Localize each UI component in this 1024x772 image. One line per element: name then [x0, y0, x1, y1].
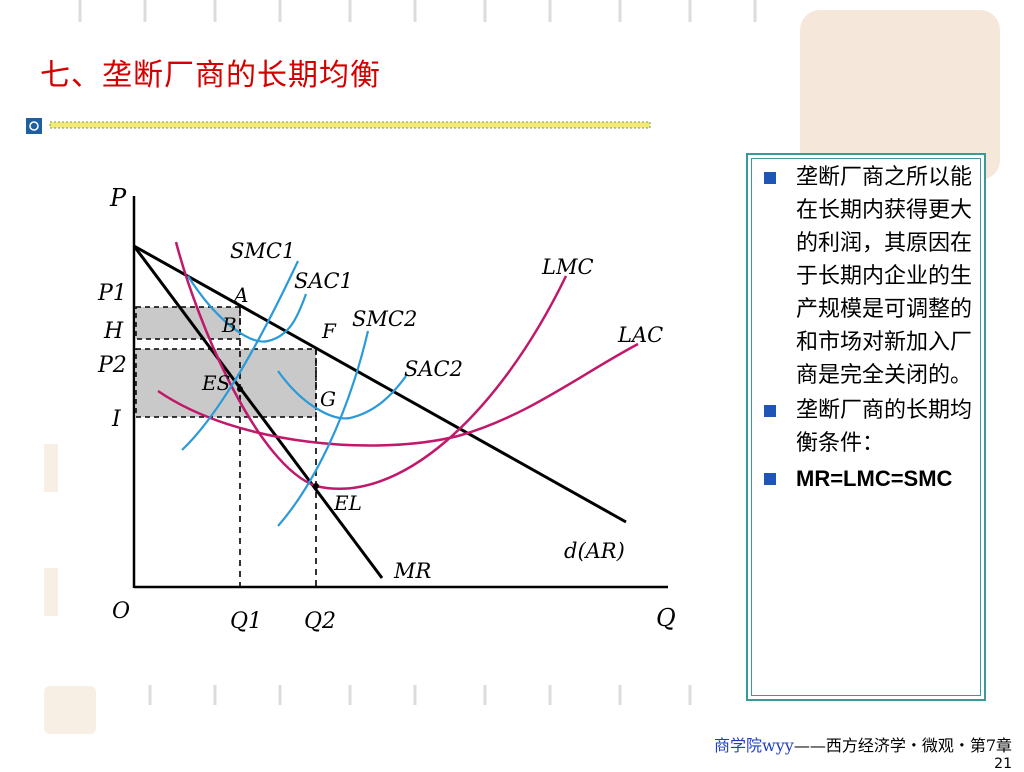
- footer-subject: ——西方经济学・微观・第7章: [793, 736, 1012, 755]
- equilibrium-diagram: P Q O P1 H P2 I Q1 Q2 SMC1 SAC1 SMC2 SAC…: [97, 184, 676, 634]
- point-el: [313, 483, 319, 489]
- profit-area-long-run: [135, 348, 317, 418]
- label-point-a: A: [232, 283, 248, 307]
- label-i: I: [111, 407, 122, 432]
- bullet-list: 垄断厂商之所以能在长期内获得更大的利润，其原因在于长期内企业的生产规模是可调整的…: [758, 161, 980, 497]
- label-point-es: ES: [201, 371, 230, 395]
- label-q1: Q1: [230, 609, 262, 634]
- label-mr: MR: [393, 559, 432, 583]
- title-divider: [26, 118, 651, 134]
- demand-curve: [133, 244, 627, 524]
- bullet-item: MR=LMC=SMC: [758, 462, 980, 495]
- label-sac1: SAC1: [294, 269, 353, 293]
- label-smc2: SMC2: [352, 307, 417, 331]
- origin-label: O: [112, 599, 130, 624]
- bullet-item: 垄断厂商的长期均衡条件：: [758, 394, 980, 460]
- label-p1: P1: [97, 281, 127, 306]
- label-lac: LAC: [617, 323, 663, 347]
- axis-label-q: Q: [656, 604, 676, 632]
- label-q2: Q2: [304, 609, 336, 634]
- footer-course: 商学院wyy: [714, 736, 794, 755]
- slide-title: 七、垄断厂商的长期均衡: [40, 58, 381, 93]
- label-point-b: B: [221, 313, 237, 337]
- axis-label-p: P: [109, 184, 127, 212]
- point-es: [237, 386, 243, 392]
- page-number: 21: [994, 756, 1012, 772]
- mr-curve: [132, 245, 384, 579]
- bullet-text: 垄断厂商的长期均衡条件：: [796, 398, 973, 456]
- bullet-text: MR=LMC=SMC: [796, 466, 953, 491]
- label-lmc: LMC: [541, 255, 594, 279]
- label-sac2: SAC2: [404, 357, 463, 381]
- label-demand: d(AR): [564, 539, 625, 563]
- bullet-square-icon: [764, 172, 776, 184]
- smc2-curve: [277, 330, 370, 527]
- label-p2: P2: [97, 353, 127, 378]
- sac1-curve: [187, 275, 308, 343]
- bullet-square-icon: [764, 405, 776, 417]
- label-point-el: EL: [333, 491, 362, 515]
- label-h: H: [103, 319, 124, 344]
- bullet-square-icon: [764, 473, 776, 485]
- profit-area-short-run: [135, 306, 241, 340]
- label-point-f: F: [321, 319, 337, 343]
- smc1-curve: [181, 260, 299, 451]
- slide-footer: 商学院wyy——西方经济学・微观・第7章: [714, 732, 1012, 756]
- sac2-curve: [277, 370, 407, 420]
- label-point-g: G: [320, 387, 336, 411]
- explanation-box: 垄断厂商之所以能在长期内获得更大的利润，其原因在于长期内企业的生产规模是可调整的…: [746, 153, 986, 701]
- bullet-text: 垄断厂商之所以能在长期内获得更大的利润，其原因在于长期内企业的生产规模是可调整的…: [796, 165, 973, 388]
- label-smc1: SMC1: [230, 239, 295, 263]
- bullet-item: 垄断厂商之所以能在长期内获得更大的利润，其原因在于长期内企业的生产规模是可调整的…: [758, 161, 980, 392]
